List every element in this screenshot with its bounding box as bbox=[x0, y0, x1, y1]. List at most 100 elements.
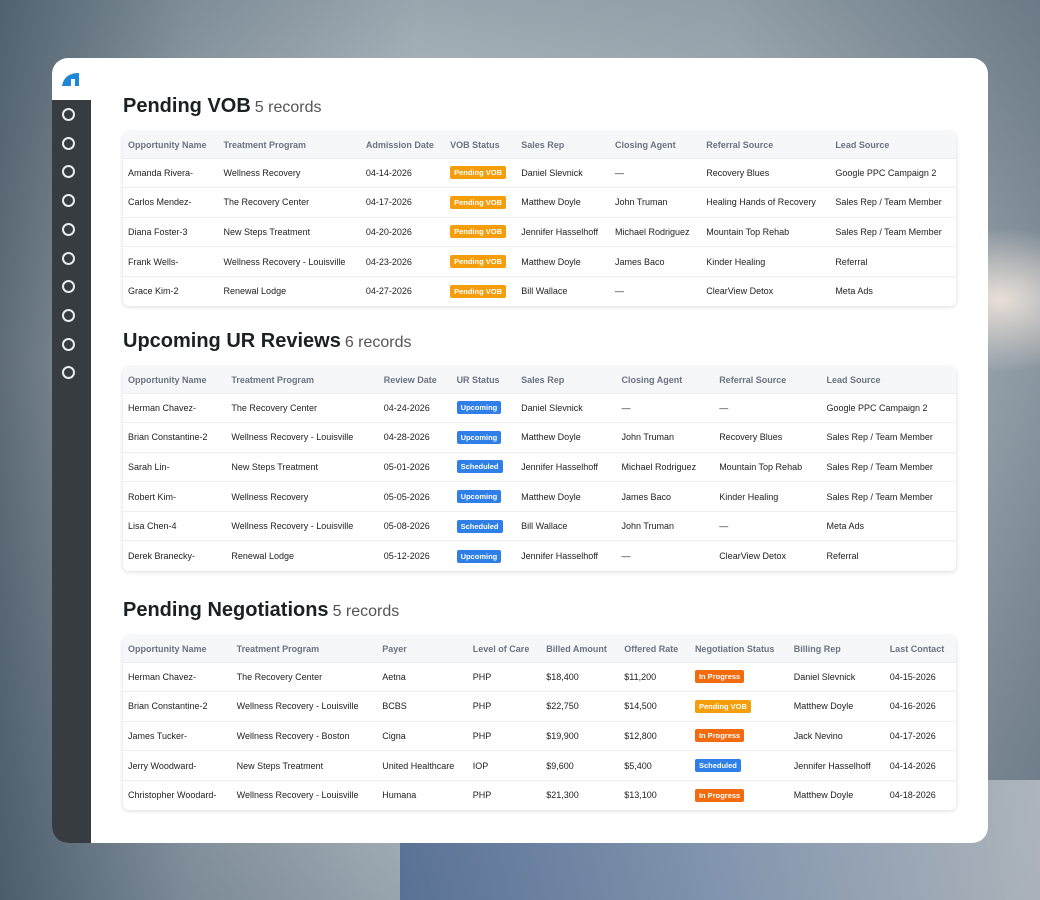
column-header: Referral Source bbox=[714, 367, 822, 393]
cell: Matthew Doyle bbox=[788, 779, 885, 810]
title-text: Pending VOB bbox=[123, 95, 251, 117]
column-header: Closing Agent bbox=[610, 132, 702, 158]
header-row: Opportunity Name Treatment Program Review … bbox=[123, 367, 956, 393]
cell: Kinder Healing bbox=[701, 246, 831, 277]
status-cell: Scheduled bbox=[451, 510, 517, 541]
nav-icon[interactable] bbox=[62, 136, 75, 150]
cell: Wellness Recovery - Louisville bbox=[231, 691, 378, 722]
status-cell: Pending VOB bbox=[445, 275, 517, 306]
cell: Aetna bbox=[377, 661, 468, 692]
title-text: Upcoming UR Reviews bbox=[123, 330, 341, 352]
column-header: Lead Source bbox=[821, 367, 956, 393]
cell: Wellness Recovery - Louisville bbox=[218, 246, 361, 277]
status-badge: Upcoming bbox=[456, 490, 502, 504]
cell: PHP bbox=[467, 720, 542, 751]
cell: Humana bbox=[377, 779, 468, 810]
cell: $14,500 bbox=[619, 691, 690, 722]
cell: Sales Rep / Team Member bbox=[830, 187, 956, 218]
column-header: Payer bbox=[377, 636, 468, 662]
nav-icon[interactable] bbox=[62, 366, 75, 380]
status-cell: In Progress bbox=[689, 661, 789, 692]
cell: Jennifer Hasselhoff bbox=[516, 540, 617, 571]
cell: 04-27-2026 bbox=[360, 275, 446, 306]
cell: Google PPC Campaign 2 bbox=[830, 157, 956, 188]
status-badge: Pending VOB bbox=[450, 195, 507, 209]
cell: Cigna bbox=[377, 720, 468, 751]
cell: Healing Hands of Recovery bbox=[701, 187, 831, 218]
cell: Wellness Recovery bbox=[226, 481, 379, 512]
nav-icon[interactable] bbox=[62, 165, 75, 179]
nav-icon[interactable] bbox=[62, 108, 75, 121]
table-row: Jerry Woodward- New Steps Treatment United… bbox=[123, 750, 956, 781]
column-header: Referral Source bbox=[701, 132, 831, 158]
cell: Michael Rodriguez bbox=[616, 451, 715, 482]
status-badge: Upcoming bbox=[456, 430, 502, 444]
cell: John Truman bbox=[616, 510, 715, 541]
nav-icon[interactable] bbox=[62, 308, 75, 322]
header-row: Opportunity Name Treatment Program Admissi… bbox=[123, 132, 956, 158]
cell: James Tucker- bbox=[123, 720, 232, 751]
cell: Referral bbox=[830, 246, 956, 277]
cell: IOP bbox=[467, 750, 542, 781]
cell: Mountain Top Rehab bbox=[701, 216, 831, 247]
section: Pending VOB 5 records Opportunity Name Trea… bbox=[123, 94, 956, 306]
card: Pending VOB 5 records Opportunity Name Trea… bbox=[52, 58, 988, 843]
status-badge: Pending VOB bbox=[450, 225, 507, 239]
cell: Wellness Recovery - Louisville bbox=[226, 510, 379, 541]
cell: Bill Wallace bbox=[516, 510, 617, 541]
column-header: VOB Status bbox=[445, 132, 517, 158]
cell: Carlos Mendez- bbox=[123, 187, 219, 218]
column-header: Treatment Program bbox=[231, 636, 378, 662]
nav-icon[interactable] bbox=[62, 280, 75, 294]
cell: Sarah Lin- bbox=[123, 451, 227, 482]
column-header: Opportunity Name bbox=[123, 367, 227, 393]
cell: Matthew Doyle bbox=[516, 246, 611, 277]
cell: Diana Foster-3 bbox=[123, 216, 219, 247]
cell: Christopher Woodard- bbox=[123, 779, 232, 810]
cell: Wellness Recovery - Louisville bbox=[231, 779, 378, 810]
cell: Renewal Lodge bbox=[226, 540, 379, 571]
cell: $11,200 bbox=[619, 661, 690, 692]
cell: Jennifer Hasselhoff bbox=[516, 216, 611, 247]
column-header: Review Date bbox=[378, 367, 452, 393]
cell: Sales Rep / Team Member bbox=[821, 451, 956, 482]
cell: Daniel Slevnick bbox=[516, 392, 617, 423]
cell: Jennifer Hasselhoff bbox=[788, 750, 885, 781]
cell: Referral bbox=[821, 540, 956, 571]
nav-icon[interactable] bbox=[62, 251, 75, 265]
cell: The Recovery Center bbox=[226, 392, 379, 423]
cell: — bbox=[714, 392, 822, 423]
nav-icon[interactable] bbox=[62, 222, 75, 236]
cell: Jennifer Hasselhoff bbox=[516, 451, 617, 482]
status-cell: Upcoming bbox=[451, 422, 517, 453]
cell: Robert Kim- bbox=[123, 481, 227, 512]
cell: Kinder Healing bbox=[714, 481, 822, 512]
column-header: Opportunity Name bbox=[123, 132, 219, 158]
section: Pending Negotiations 5 records Opportunity… bbox=[123, 598, 956, 810]
column-header: Treatment Program bbox=[226, 367, 379, 393]
cell: Recovery Blues bbox=[701, 157, 831, 188]
table-row: Sarah Lin- New Steps Treatment 05-01-2026 S… bbox=[123, 451, 956, 482]
status-badge: Scheduled bbox=[456, 460, 503, 474]
table-row: Frank Wells- Wellness Recovery - Louisvil… bbox=[123, 246, 956, 277]
cell: Daniel Slevnick bbox=[788, 661, 885, 692]
cell: 04-14-2026 bbox=[884, 750, 956, 781]
cell: New Steps Treatment bbox=[226, 451, 379, 482]
cell: Sales Rep / Team Member bbox=[821, 481, 956, 512]
cell: PHP bbox=[467, 661, 542, 692]
column-header: Last Contact bbox=[884, 636, 956, 662]
status-badge: Scheduled bbox=[694, 759, 741, 773]
cell: 04-28-2026 bbox=[378, 422, 452, 453]
nav-icon[interactable] bbox=[62, 194, 75, 208]
nav-icon[interactable] bbox=[62, 337, 75, 351]
status-cell: Upcoming bbox=[451, 540, 517, 571]
cell: Amanda Rivera- bbox=[123, 157, 219, 188]
cell: Derek Branecky- bbox=[123, 540, 227, 571]
cell: Renewal Lodge bbox=[218, 275, 361, 306]
status-cell: Pending VOB bbox=[445, 187, 517, 218]
data-table: Opportunity Name Treatment Program Admissi… bbox=[123, 132, 956, 306]
cell: Matthew Doyle bbox=[516, 481, 617, 512]
status-cell: Pending VOB bbox=[445, 246, 517, 277]
cell: Daniel Slevnick bbox=[516, 157, 611, 188]
cell: $19,900 bbox=[541, 720, 620, 751]
